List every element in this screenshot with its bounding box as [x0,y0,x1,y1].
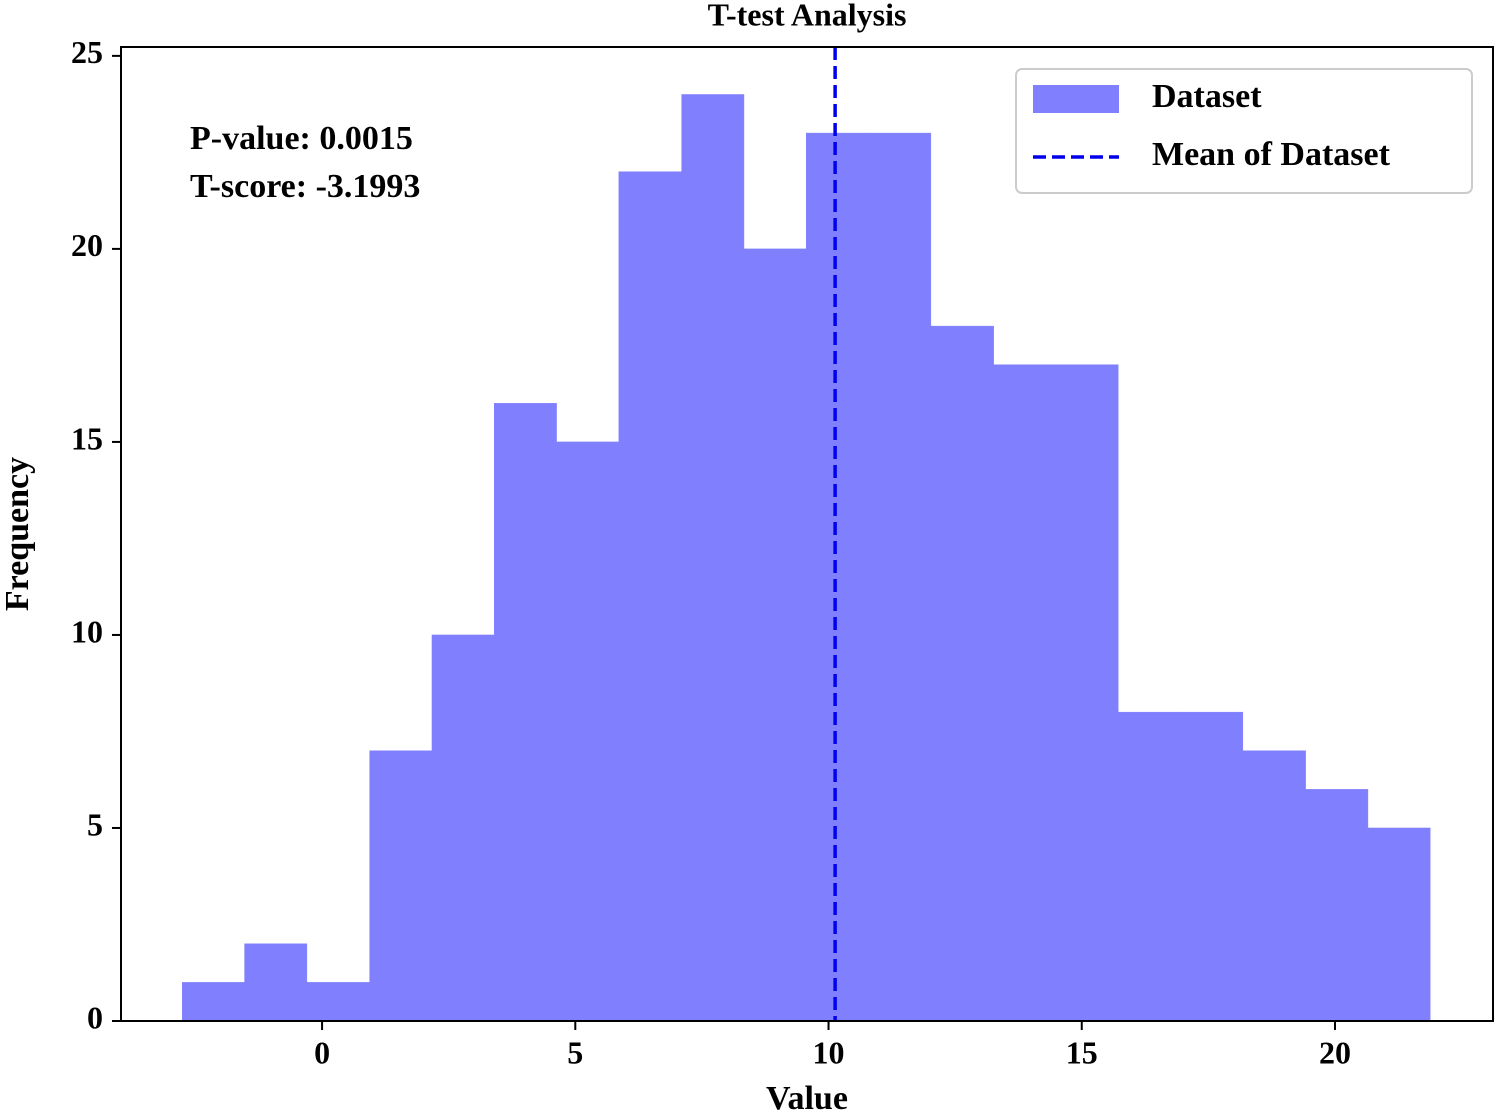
histogram-bar [494,403,557,1022]
legend-label: Mean of Dataset [1152,136,1391,173]
y-tick-label: 5 [87,806,103,842]
histogram-bar [1242,750,1306,1022]
histogram-bar [681,94,745,1022]
y-tick-label: 20 [71,227,103,263]
histogram-bar [1305,789,1369,1022]
y-axis-label: Frequency [0,457,36,611]
x-tick-label: 20 [1319,1034,1351,1070]
histogram-bar [930,325,994,1022]
annotation: T-score: -3.1993 [190,168,420,205]
axes-frame [120,46,1494,1022]
histogram-bar [1180,711,1244,1022]
histogram-bar [868,132,932,1022]
y-tick-label: 15 [71,420,103,456]
legend-box [1015,68,1473,194]
x-tick-label: 10 [813,1034,845,1070]
histogram-bar [1367,827,1431,1022]
histogram-bar [743,248,807,1022]
histogram-bar [244,943,308,1022]
histogram-bar [805,132,869,1022]
histogram-bar [369,750,433,1022]
y-tick-label: 0 [87,999,103,1035]
histogram-bar [556,441,620,1022]
annotation: P-value: 0.0015 [190,120,413,157]
x-tick-label: 15 [1066,1034,1098,1070]
histogram-bar [1117,711,1181,1022]
histogram-bar [306,982,370,1022]
x-axis-label: Value [766,1080,848,1117]
histogram-bar [1055,364,1119,1022]
y-tick-label: 25 [71,34,103,70]
histogram-bar [431,634,495,1022]
legend-label: Dataset [1152,78,1262,115]
histogram-bar [182,982,245,1022]
histogram-bar [993,364,1057,1022]
x-tick-label: 5 [567,1034,583,1070]
chart-title: T-test Analysis [708,0,907,32]
y-tick-label: 10 [71,613,103,649]
histogram-bar [618,171,682,1022]
legend-patch [1033,85,1119,113]
x-tick-label: 0 [314,1034,330,1070]
